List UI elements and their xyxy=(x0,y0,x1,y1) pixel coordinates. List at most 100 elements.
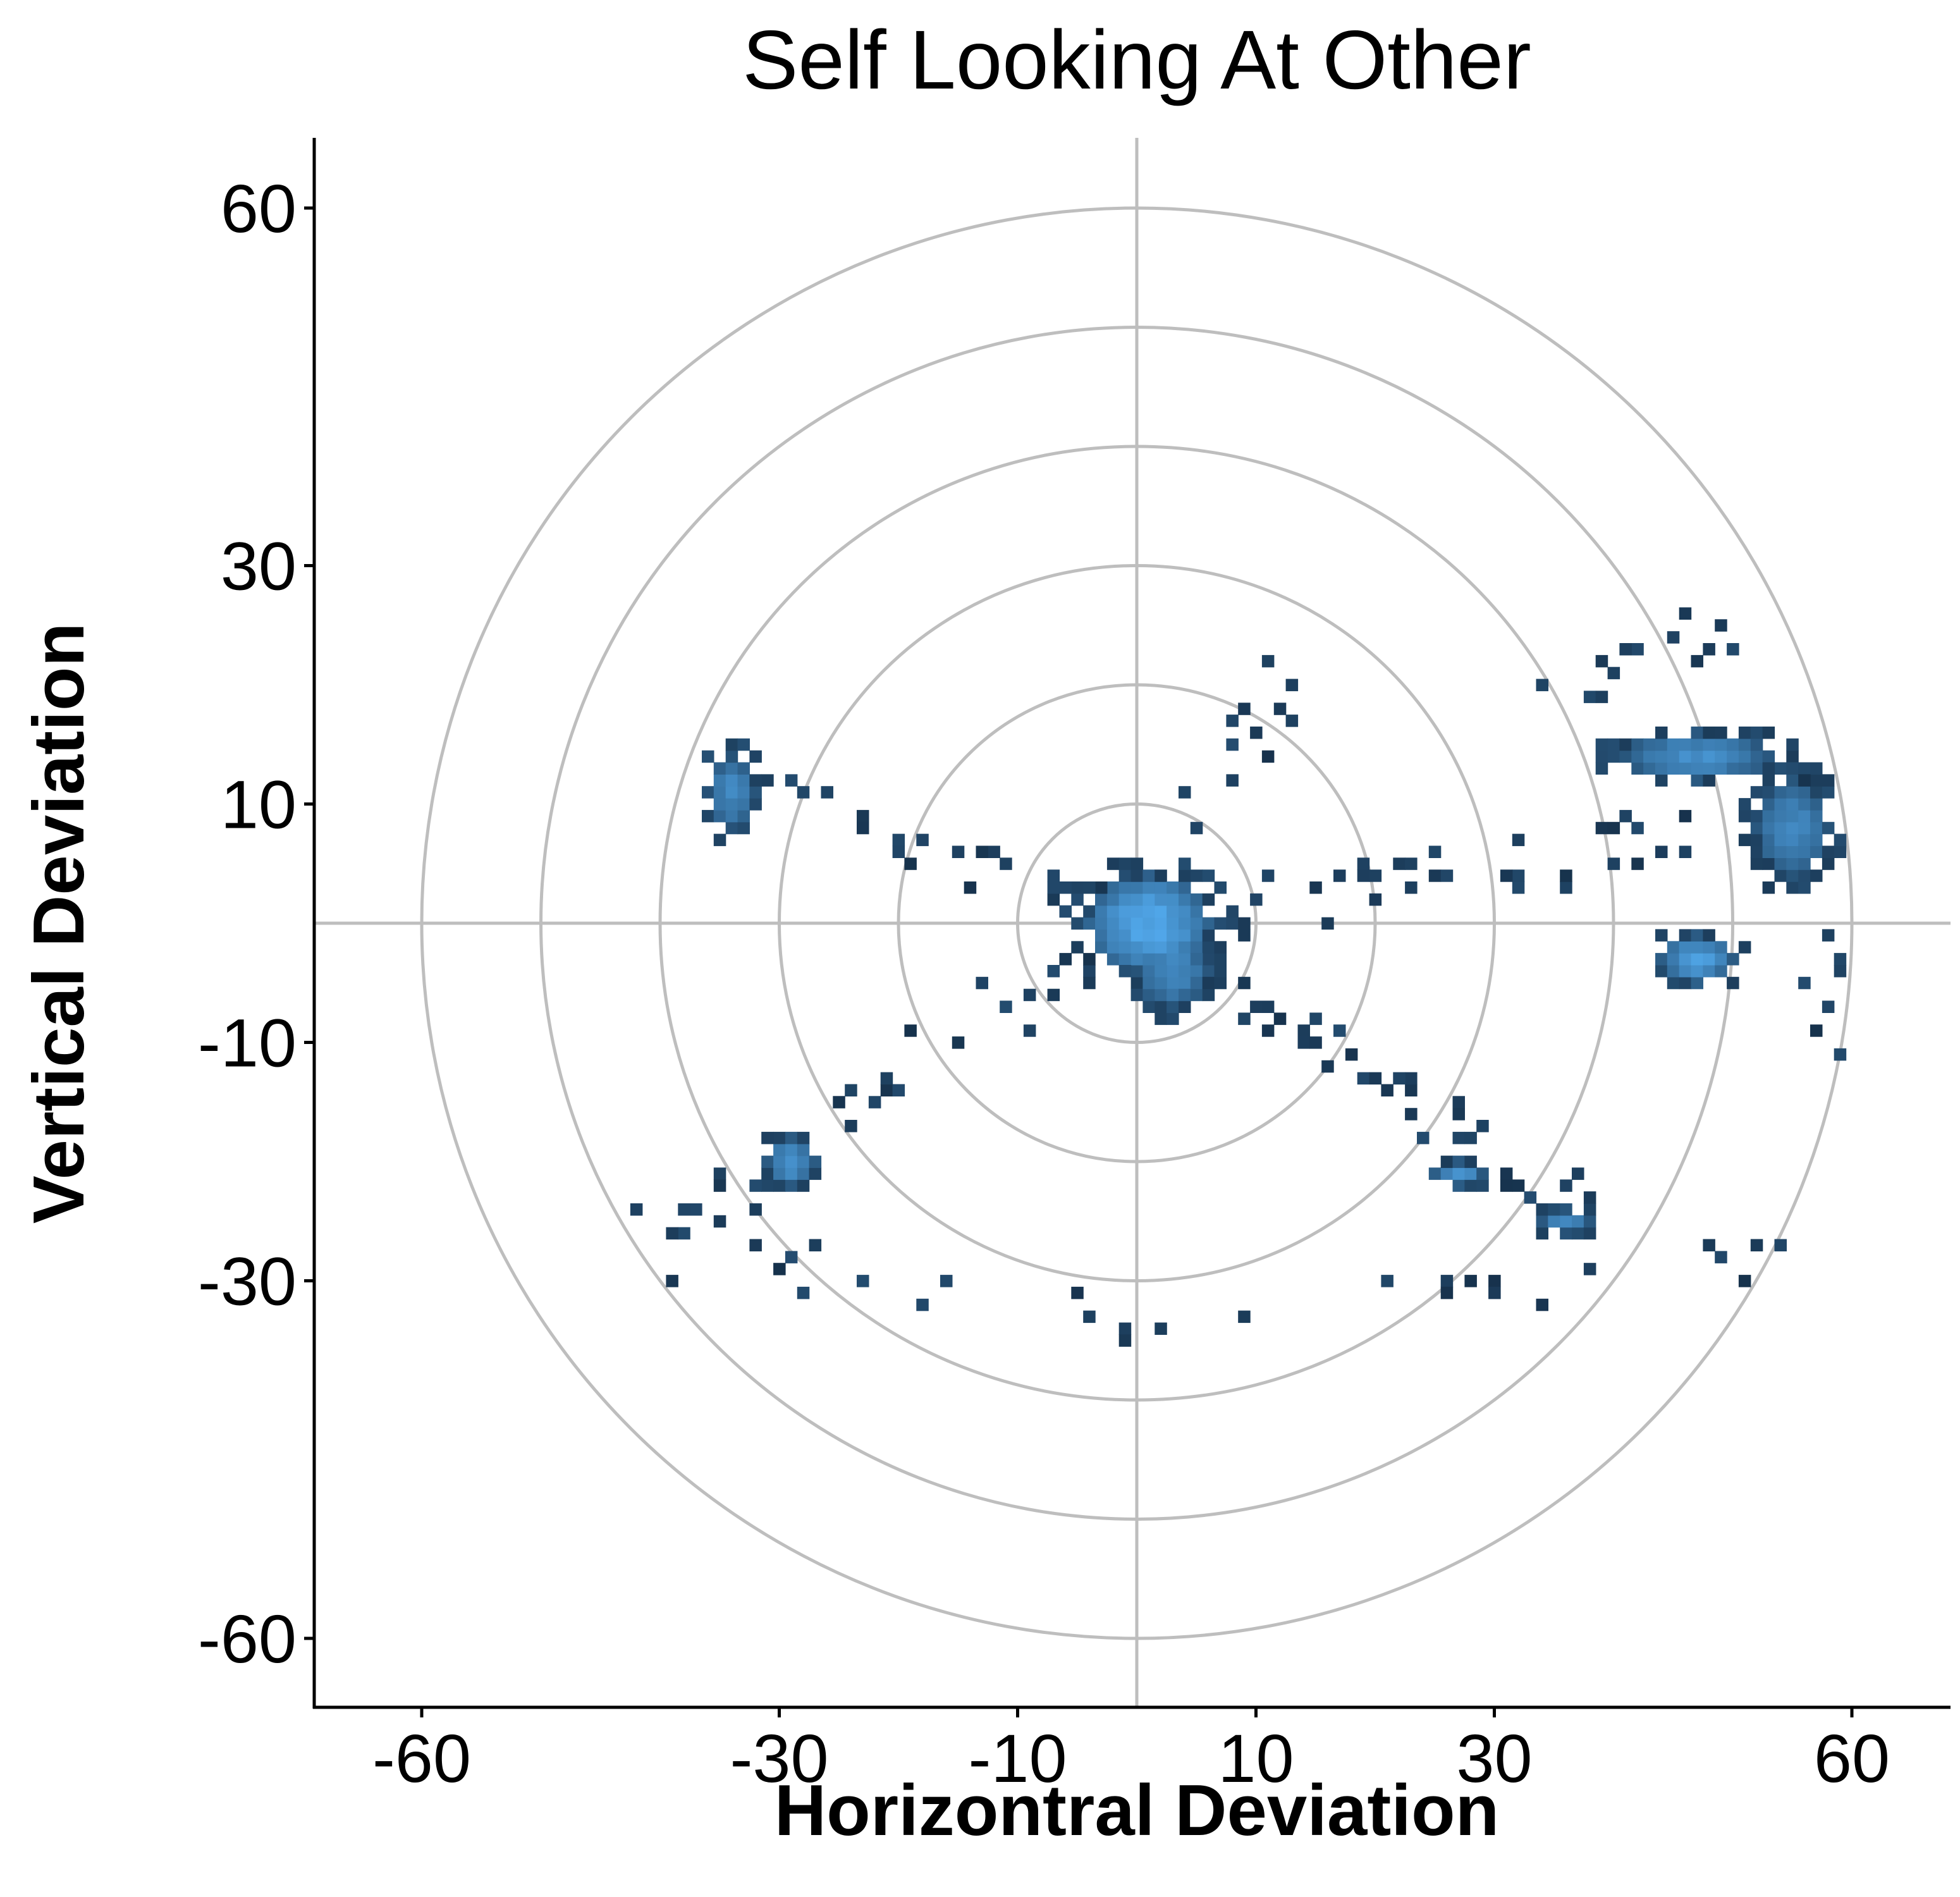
heatmap-bin xyxy=(1703,965,1715,978)
heatmap-bin xyxy=(892,833,905,847)
heatmap-bin xyxy=(1167,881,1179,894)
heatmap-bin xyxy=(1500,1167,1513,1180)
heatmap-bin xyxy=(1155,965,1167,978)
heatmap-bin xyxy=(1130,857,1144,870)
heatmap-bin xyxy=(1583,1203,1596,1216)
heatmap-bin xyxy=(725,750,738,763)
heatmap-bin xyxy=(1142,1000,1155,1013)
heatmap-bin xyxy=(1631,738,1644,751)
heatmap-bin xyxy=(1190,929,1203,942)
heatmap-bin xyxy=(1679,762,1692,775)
heatmap-bin xyxy=(725,786,738,799)
heatmap-bin xyxy=(1679,976,1692,990)
heatmap-bin xyxy=(1059,881,1072,894)
heatmap-bin xyxy=(749,774,762,787)
heatmap-bin xyxy=(1798,976,1811,990)
heatmap-bin xyxy=(1250,893,1263,906)
heatmap-bin xyxy=(725,774,738,787)
heatmap-bin xyxy=(1536,678,1548,692)
heatmap-bin xyxy=(1297,1036,1310,1049)
heatmap-bin xyxy=(1643,762,1656,775)
heatmap-bin xyxy=(1000,857,1012,870)
x-tick-label: -60 xyxy=(372,1720,471,1796)
heatmap-bin xyxy=(1226,905,1239,918)
heatmap-bin xyxy=(1679,738,1692,751)
heatmap-bin xyxy=(1095,893,1108,906)
heatmap-bin xyxy=(1083,953,1096,966)
heatmap-bin xyxy=(1500,869,1513,882)
heatmap-bin xyxy=(1202,869,1215,882)
heatmap-bin xyxy=(1106,893,1120,906)
heatmap-bin xyxy=(1118,929,1132,942)
heatmap-bin xyxy=(1250,727,1263,739)
y-tick-label: -60 xyxy=(198,1600,297,1677)
heatmap-bin xyxy=(737,786,750,799)
heatmap-bin xyxy=(1190,917,1203,930)
heatmap-bin xyxy=(1762,821,1775,835)
heatmap-bin xyxy=(1142,965,1155,978)
heatmap-bin xyxy=(1083,917,1096,930)
heatmap-bin xyxy=(1155,941,1167,954)
heatmap-bin xyxy=(880,1084,893,1096)
heatmap-bin xyxy=(1309,881,1322,894)
heatmap-bin xyxy=(1095,881,1108,894)
heatmap-bin xyxy=(1106,917,1120,930)
heatmap-bin xyxy=(1155,917,1167,930)
heatmap-bin xyxy=(1595,738,1608,751)
heatmap-bin xyxy=(785,1155,798,1169)
heatmap-bin xyxy=(1190,869,1203,882)
heatmap-bin xyxy=(1750,762,1763,775)
heatmap-bin xyxy=(1762,857,1775,870)
heatmap-bin xyxy=(1142,929,1155,942)
heatmap-bin xyxy=(785,1251,798,1263)
heatmap-bin xyxy=(1583,1215,1596,1228)
heatmap-bin xyxy=(1179,881,1191,894)
heatmap-bin xyxy=(1750,833,1763,847)
heatmap-bin xyxy=(666,1227,678,1240)
heatmap-bin xyxy=(1595,762,1608,775)
heatmap-bin xyxy=(1834,1048,1847,1061)
heatmap-bin xyxy=(702,786,714,799)
heatmap-bin xyxy=(1810,1024,1823,1037)
heatmap-bin xyxy=(1810,821,1823,835)
heatmap-bin xyxy=(1261,750,1275,763)
heatmap-bin xyxy=(1214,976,1227,990)
heatmap-bin xyxy=(1417,1131,1430,1145)
heatmap-bin xyxy=(1214,941,1227,954)
heatmap-bin xyxy=(1560,1227,1572,1240)
heatmap-bin xyxy=(904,857,917,870)
heatmap-bin xyxy=(1595,691,1608,703)
heatmap-bin xyxy=(1226,917,1239,930)
heatmap-bin xyxy=(1762,774,1775,787)
heatmap-bin xyxy=(1071,917,1084,930)
heatmap-bin xyxy=(1226,774,1239,787)
heatmap-bin xyxy=(1691,774,1703,787)
heatmap-bin xyxy=(1655,965,1668,978)
heatmap-bin xyxy=(1750,845,1763,858)
heatmap-bin xyxy=(1786,845,1799,858)
heatmap-bin xyxy=(1786,798,1799,811)
heatmap-bin xyxy=(1774,1239,1787,1251)
heatmap-bin xyxy=(1786,809,1799,823)
heatmap-bin xyxy=(1679,941,1692,954)
heatmap-bin xyxy=(1190,976,1203,990)
heatmap-bin xyxy=(1261,1000,1275,1013)
heatmap-bin xyxy=(1715,1251,1727,1263)
heatmap-bin xyxy=(1238,1012,1251,1025)
y-tick-label: 30 xyxy=(221,528,297,605)
heatmap-bin xyxy=(678,1203,690,1216)
heatmap-bin xyxy=(1703,643,1715,656)
heatmap-bin xyxy=(1762,727,1775,739)
heatmap-bin xyxy=(857,1275,869,1287)
heatmap-bin xyxy=(773,1155,786,1169)
heatmap-bin xyxy=(1655,845,1668,858)
heatmap-bin xyxy=(1798,881,1811,894)
heatmap-bin xyxy=(1536,1215,1548,1228)
heatmap-bin xyxy=(892,1084,905,1096)
heatmap-bin xyxy=(1727,976,1739,990)
heatmap-bin xyxy=(1405,1072,1418,1085)
heatmap-bin xyxy=(1452,1179,1465,1192)
heatmap-bin xyxy=(1405,881,1418,894)
heatmap-bin xyxy=(1834,965,1847,978)
heatmap-bin xyxy=(1738,809,1751,823)
